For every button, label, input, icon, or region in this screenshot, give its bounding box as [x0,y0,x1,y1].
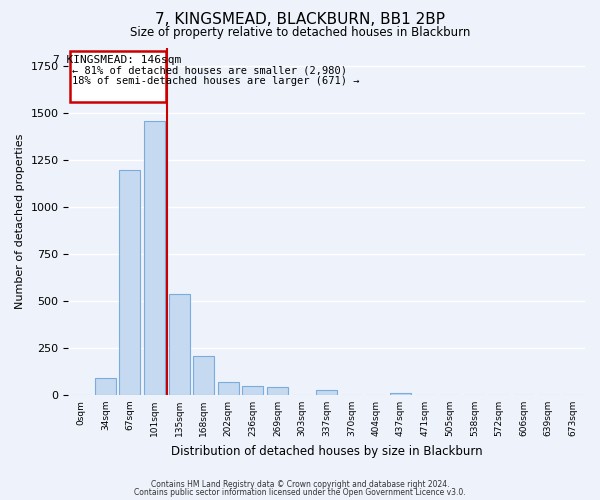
Bar [119,170,140,395]
Text: 7 KINGSMEAD: 146sqm: 7 KINGSMEAD: 146sqm [53,55,182,65]
Bar [70,52,166,102]
Bar [316,390,337,395]
Text: Contains HM Land Registry data © Crown copyright and database right 2024.: Contains HM Land Registry data © Crown c… [151,480,449,489]
X-axis label: Distribution of detached houses by size in Blackburn: Distribution of detached houses by size … [171,444,482,458]
Bar [218,382,239,395]
Bar [390,392,411,395]
Y-axis label: Number of detached properties: Number of detached properties [15,134,25,309]
Text: 18% of semi-detached houses are larger (671) →: 18% of semi-detached houses are larger (… [72,76,359,86]
Bar [144,120,165,395]
Text: ← 81% of detached houses are smaller (2,980): ← 81% of detached houses are smaller (2,… [72,66,347,76]
Bar [193,356,214,395]
Bar [169,294,190,395]
Bar [267,388,288,395]
Text: Size of property relative to detached houses in Blackburn: Size of property relative to detached ho… [130,26,470,39]
Bar [95,378,116,395]
Text: 7, KINGSMEAD, BLACKBURN, BB1 2BP: 7, KINGSMEAD, BLACKBURN, BB1 2BP [155,12,445,28]
Bar [242,386,263,395]
Text: Contains public sector information licensed under the Open Government Licence v3: Contains public sector information licen… [134,488,466,497]
